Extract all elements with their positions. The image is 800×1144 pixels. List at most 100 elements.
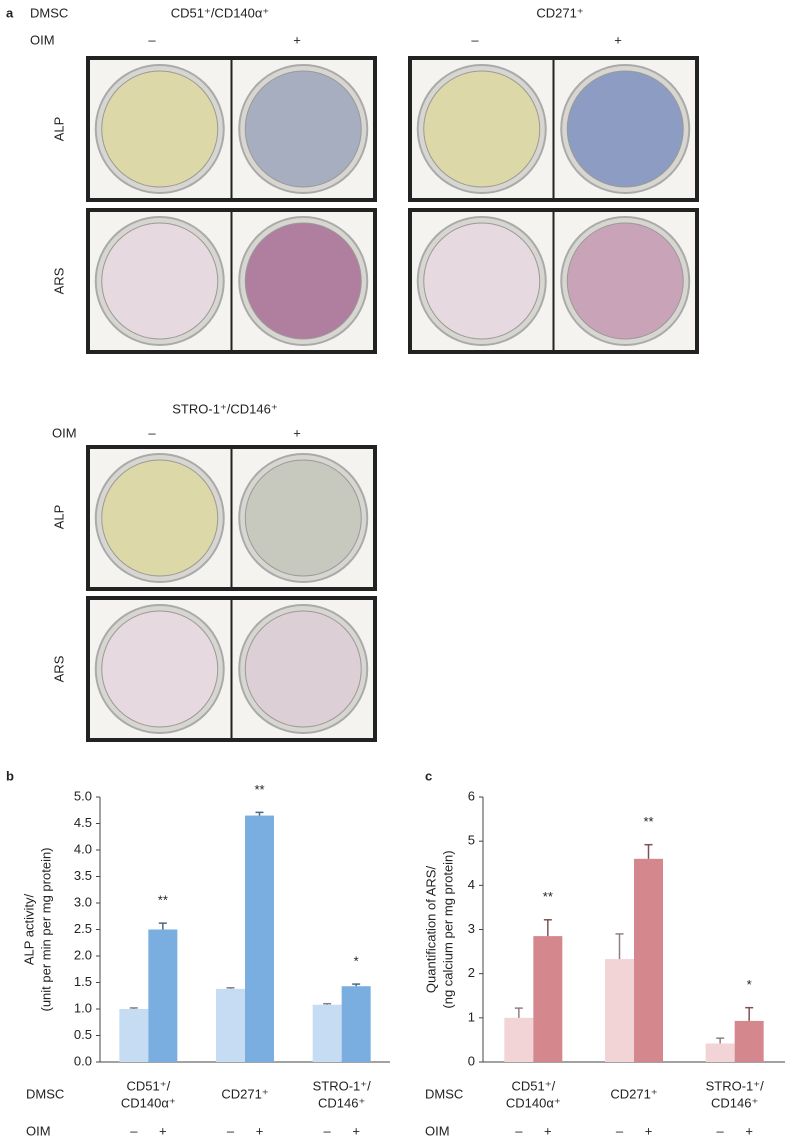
panel-label: c bbox=[425, 768, 432, 783]
error-bar bbox=[716, 1037, 725, 1044]
error-bar bbox=[644, 843, 653, 859]
bar bbox=[605, 959, 634, 1062]
condition-label: + bbox=[256, 1123, 264, 1138]
row-label: OIM bbox=[52, 425, 77, 440]
stain-label: ALP bbox=[51, 117, 66, 142]
well bbox=[101, 222, 219, 340]
x-tick-label: STRO-1⁺/ bbox=[313, 1078, 372, 1093]
y-tick-label: 0.5 bbox=[74, 1027, 92, 1042]
well bbox=[423, 70, 541, 188]
bar bbox=[312, 1004, 342, 1062]
y-tick-label: 6 bbox=[468, 788, 475, 803]
x-tick-label: CD146⁺ bbox=[711, 1095, 758, 1110]
condition: + bbox=[293, 32, 301, 47]
y-tick-label: 1 bbox=[468, 1009, 475, 1024]
row-label: OIM bbox=[26, 1123, 51, 1138]
error-bar bbox=[352, 983, 361, 987]
y-tick-label: 2.5 bbox=[74, 921, 92, 936]
y-axis-label: (ng calcium per mg protein) bbox=[440, 850, 455, 1008]
y-tick-label: 5 bbox=[468, 833, 475, 848]
y-axis-label: Quantification of ARS/ bbox=[423, 866, 438, 994]
x-tick-label: STRO-1⁺/ bbox=[706, 1078, 765, 1093]
y-tick-label: 4.0 bbox=[74, 841, 92, 856]
error-bar bbox=[255, 811, 264, 816]
significance: ** bbox=[643, 814, 653, 829]
y-tick-label: 3 bbox=[468, 921, 475, 936]
group-title: CD51⁺/CD140α⁺ bbox=[171, 5, 270, 20]
group-title: STRO-1⁺/CD146⁺ bbox=[172, 401, 277, 416]
x-tick-label: CD51⁺/ bbox=[126, 1078, 170, 1093]
x-tick-label: CD271⁺ bbox=[221, 1086, 268, 1101]
y-tick-label: 4 bbox=[468, 877, 475, 892]
condition-label: – bbox=[515, 1123, 523, 1138]
stain-label: ARS bbox=[51, 655, 66, 682]
y-tick-label: 2 bbox=[468, 965, 475, 980]
significance: ** bbox=[543, 889, 553, 904]
condition-label: + bbox=[159, 1123, 167, 1138]
condition: + bbox=[614, 32, 622, 47]
error-bar bbox=[514, 1007, 523, 1018]
well bbox=[101, 459, 219, 577]
condition-label: + bbox=[645, 1123, 653, 1138]
stain-label: ALP bbox=[51, 505, 66, 530]
y-axis-label: ALP activity/ bbox=[21, 893, 36, 965]
x-tick-label: CD140α⁺ bbox=[121, 1095, 176, 1110]
y-tick-label: 3.5 bbox=[74, 868, 92, 883]
error-bar bbox=[158, 922, 167, 930]
x-tick-label: CD271⁺ bbox=[610, 1086, 657, 1101]
condition-label: – bbox=[227, 1123, 235, 1138]
y-tick-label: 5.0 bbox=[74, 788, 92, 803]
panel-label: b bbox=[6, 768, 14, 783]
well bbox=[244, 70, 362, 188]
bar bbox=[341, 986, 371, 1062]
significance: ** bbox=[158, 893, 168, 908]
y-tick-label: 2.0 bbox=[74, 947, 92, 962]
row-label: OIM bbox=[425, 1123, 450, 1138]
row-label: DMSC bbox=[30, 5, 68, 20]
condition-label: + bbox=[352, 1123, 360, 1138]
well bbox=[101, 610, 219, 728]
error-bar bbox=[745, 1006, 754, 1021]
y-tick-label: 4.5 bbox=[74, 815, 92, 830]
photo-panels bbox=[86, 56, 699, 742]
y-tick-label: 0.0 bbox=[74, 1053, 92, 1068]
well bbox=[423, 222, 541, 340]
error-bar bbox=[543, 919, 552, 937]
bar bbox=[634, 858, 663, 1062]
bar bbox=[533, 936, 563, 1062]
condition-label: + bbox=[544, 1123, 552, 1138]
condition-label: – bbox=[616, 1123, 624, 1138]
y-tick-label: 1.5 bbox=[74, 974, 92, 989]
x-tick-label: CD146⁺ bbox=[318, 1095, 365, 1110]
bar bbox=[119, 1009, 149, 1062]
bar bbox=[245, 815, 274, 1062]
row-label: DMSC bbox=[26, 1086, 64, 1101]
row-label: DMSC bbox=[425, 1086, 463, 1101]
condition: – bbox=[148, 32, 156, 47]
condition: – bbox=[148, 425, 156, 440]
significance: ** bbox=[254, 782, 264, 797]
stain-label: ARS bbox=[51, 267, 66, 294]
well bbox=[101, 70, 219, 188]
well bbox=[244, 610, 362, 728]
condition-label: – bbox=[324, 1123, 332, 1138]
condition-label: – bbox=[130, 1123, 138, 1138]
well bbox=[566, 70, 684, 188]
y-tick-label: 3.0 bbox=[74, 894, 92, 909]
x-tick-label: CD51⁺/ bbox=[511, 1078, 555, 1093]
panel-label: a bbox=[6, 5, 14, 20]
row-label: OIM bbox=[30, 32, 55, 47]
well bbox=[566, 222, 684, 340]
bar bbox=[216, 988, 245, 1062]
y-axis-label: (unit per min per mg protein) bbox=[38, 847, 53, 1011]
error-bar bbox=[129, 1007, 138, 1009]
well bbox=[244, 222, 362, 340]
bar bbox=[734, 1020, 764, 1062]
well bbox=[244, 459, 362, 577]
y-tick-label: 1.0 bbox=[74, 1000, 92, 1015]
error-bar bbox=[615, 933, 624, 960]
significance: * bbox=[354, 954, 359, 969]
y-tick-label: 0 bbox=[468, 1053, 475, 1068]
error-bar bbox=[323, 1002, 332, 1005]
condition-label: – bbox=[717, 1123, 725, 1138]
